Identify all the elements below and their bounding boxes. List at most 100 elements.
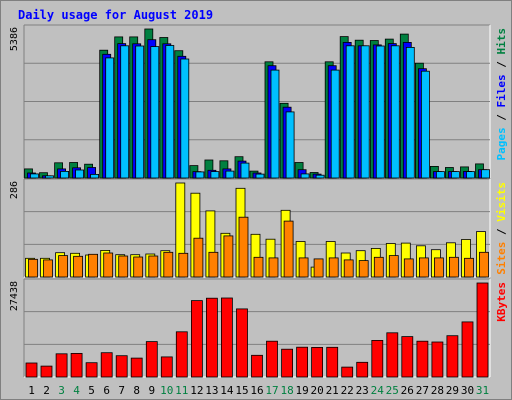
bar-pages-5 <box>90 173 99 179</box>
x-tick-label-10: 10 <box>160 384 173 397</box>
legend-entry: Sites <box>495 242 508 275</box>
bar-pages-20 <box>315 174 325 179</box>
bar-sites-13 <box>208 251 219 278</box>
bar-sites-19 <box>298 257 309 278</box>
bar-sites-7 <box>118 255 129 278</box>
bar-sites-26 <box>403 258 414 278</box>
bar-kbytes-7 <box>115 355 128 378</box>
legend-entry: Pages <box>495 127 508 160</box>
bar-pages-8 <box>135 45 145 179</box>
bar-kbytes-23 <box>356 361 369 378</box>
bar-pages-27 <box>420 70 430 179</box>
bar-kbytes-27 <box>416 340 429 378</box>
bar-kbytes-17 <box>266 340 278 378</box>
x-tick-label-8: 8 <box>133 384 140 397</box>
bar-pages-9 <box>150 46 160 179</box>
bar-sites-11 <box>178 252 189 278</box>
bar-kbytes-16 <box>251 354 263 378</box>
x-tick-label-29: 29 <box>446 384 459 397</box>
y-max-label: 5386 <box>9 27 20 51</box>
legend-entry: / <box>495 108 508 128</box>
bar-sites-15 <box>238 216 249 278</box>
x-tick-label-30: 30 <box>461 384 474 397</box>
x-tick-label-20: 20 <box>310 384 323 397</box>
x-tick-label-2: 2 <box>43 384 50 397</box>
bar-kbytes-14 <box>220 297 233 378</box>
bar-pages-22 <box>345 45 355 179</box>
bar-kbytes-26 <box>401 336 414 378</box>
bar-pages-24 <box>375 45 385 179</box>
x-tick-label-31: 31 <box>476 384 489 397</box>
bar-sites-25 <box>388 255 399 278</box>
x-tick-label-23: 23 <box>356 384 369 397</box>
legend-label: Pages / Files / Hits <box>495 28 508 161</box>
x-tick-label-3: 3 <box>58 384 65 397</box>
bar-kbytes-11 <box>175 331 188 378</box>
x-tick-label-25: 25 <box>386 384 399 397</box>
x-tick-label-9: 9 <box>148 384 155 397</box>
bar-kbytes-31 <box>476 282 489 378</box>
x-tick-label-5: 5 <box>88 384 95 397</box>
bar-sites-18 <box>283 220 294 278</box>
bar-sites-3 <box>58 255 68 278</box>
bar-sites-14 <box>223 235 234 278</box>
bar-pages-29 <box>450 171 460 179</box>
x-tick-label-27: 27 <box>416 384 429 397</box>
bar-pages-11 <box>180 58 190 179</box>
bar-sites-23 <box>358 260 369 278</box>
x-tick-label-1: 1 <box>28 384 35 397</box>
bar-sites-28 <box>433 257 444 278</box>
panel-pages_files_hits: 5386 Pages / Files / Hits <box>9 24 508 179</box>
bar-pages-3 <box>60 170 69 179</box>
bar-sites-22 <box>343 259 354 278</box>
bar-pages-1 <box>30 173 39 179</box>
bar-kbytes-28 <box>431 341 444 378</box>
x-tick-label-12: 12 <box>190 384 203 397</box>
bar-sites-29 <box>448 256 459 278</box>
bar-kbytes-24 <box>371 339 384 378</box>
bar-pages-13 <box>210 171 220 179</box>
bar-pages-7 <box>120 45 130 179</box>
bar-sites-10 <box>163 251 174 278</box>
legend-entry: Visits <box>495 182 508 222</box>
bar-pages-25 <box>390 45 400 179</box>
bar-pages-14 <box>225 170 235 179</box>
bar-pages-19 <box>300 173 310 179</box>
bar-pages-2 <box>45 175 54 179</box>
bar-pages-4 <box>75 169 84 179</box>
x-tick-label-28: 28 <box>431 384 444 397</box>
bar-kbytes-2 <box>40 365 53 378</box>
bar-sites-4 <box>73 255 83 278</box>
x-tick-label-7: 7 <box>118 384 125 397</box>
legend-entry: / <box>495 222 508 242</box>
bar-sites-27 <box>418 257 429 278</box>
bar-pages-6 <box>105 57 115 179</box>
legend-label: Sites / Visits <box>495 182 508 275</box>
bar-kbytes-21 <box>326 346 339 378</box>
x-tick-label-17: 17 <box>265 384 278 397</box>
bar-kbytes-4 <box>70 352 83 378</box>
legend-label: KBytes <box>495 282 508 322</box>
bar-pages-18 <box>285 111 295 179</box>
bar-kbytes-29 <box>446 335 459 378</box>
bar-sites-6 <box>103 252 114 278</box>
bar-sites-1 <box>28 258 38 278</box>
y-max-label: 27438 <box>9 281 20 311</box>
x-tick-label-4: 4 <box>73 384 80 397</box>
bar-kbytes-8 <box>130 357 143 378</box>
bar-sites-16 <box>253 256 264 278</box>
x-tick-label-19: 19 <box>295 384 308 397</box>
bar-pages-10 <box>165 45 175 179</box>
legend-entry: Files <box>495 74 508 107</box>
x-tick-label-24: 24 <box>371 384 385 397</box>
bar-kbytes-3 <box>55 353 68 378</box>
bar-kbytes-22 <box>341 366 354 378</box>
bar-sites-2 <box>43 259 53 278</box>
bar-kbytes-10 <box>160 356 173 378</box>
bar-pages-15 <box>240 162 250 179</box>
x-tick-label-15: 15 <box>235 384 248 397</box>
bar-sites-8 <box>133 256 144 278</box>
bar-pages-31 <box>481 169 490 179</box>
x-tick-label-18: 18 <box>280 384 293 397</box>
